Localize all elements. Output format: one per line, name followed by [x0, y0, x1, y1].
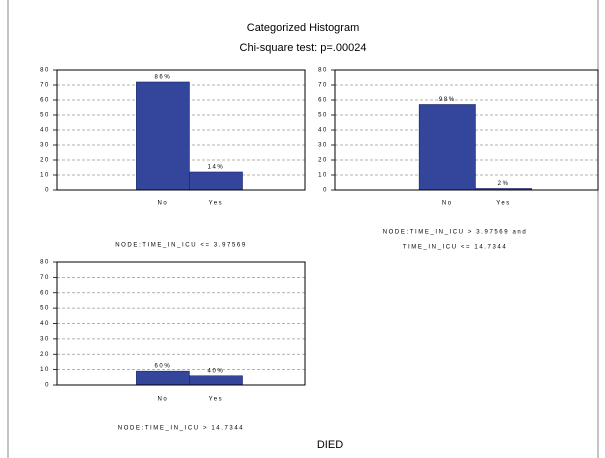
chart-subtitle: Chi-square test: p=.00024	[240, 42, 367, 54]
y-tick-label: 50	[40, 113, 50, 119]
value-label: 60%	[154, 364, 171, 370]
y-tick-label: 20	[318, 158, 328, 164]
panel-title: NODE:TIME_IN_ICU > 14.7344	[118, 426, 244, 432]
plot-frame	[56, 261, 306, 386]
x-tick-label: Yes	[209, 397, 224, 403]
y-tick-label: 10	[318, 173, 328, 179]
y-tick-label: 60	[40, 98, 50, 104]
y-tick-label: 40	[40, 321, 50, 327]
y-tick-label: 30	[40, 143, 50, 149]
plot-frame	[334, 69, 599, 191]
panel-title: NODE:TIME_IN_ICU <= 3.97569	[115, 243, 247, 249]
y-tick-label: 0	[323, 188, 328, 194]
x-axis-label: DIED	[317, 439, 343, 451]
y-tick-label: 50	[40, 306, 50, 312]
x-tick-label: Yes	[209, 201, 224, 207]
y-tick-label: 10	[40, 173, 50, 179]
y-tick-label: 0	[45, 383, 50, 389]
value-label: 40%	[208, 368, 225, 374]
y-tick-label: 70	[40, 275, 50, 281]
panel-title: NODE:TIME_IN_ICU > 3.97569 and	[383, 230, 528, 236]
y-tick-label: 80	[40, 68, 50, 74]
y-tick-label: 40	[40, 128, 50, 134]
value-label: 14%	[208, 165, 225, 171]
y-tick-label: 80	[40, 260, 50, 266]
y-tick-label: 20	[40, 352, 50, 358]
panel-title: TIME_IN_ICU <= 14.7344	[403, 245, 508, 251]
value-label: 98%	[439, 97, 456, 103]
plot-frame	[56, 69, 306, 191]
bar	[136, 81, 190, 191]
y-tick-label: 60	[318, 98, 328, 104]
chart-title: Categorized Histogram	[247, 22, 360, 34]
value-label: 86%	[154, 75, 171, 81]
y-tick-label: 30	[40, 336, 50, 342]
x-tick-label: No	[157, 397, 168, 403]
x-tick-label: No	[442, 201, 453, 207]
y-tick-label: 20	[40, 158, 50, 164]
value-label: 2%	[498, 181, 510, 187]
x-tick-label: Yes	[496, 201, 511, 207]
y-tick-label: 80	[318, 68, 328, 74]
y-tick-label: 40	[318, 128, 328, 134]
y-tick-label: 10	[40, 367, 50, 373]
bar	[418, 104, 476, 191]
y-tick-label: 30	[318, 143, 328, 149]
y-tick-label: 0	[45, 188, 50, 194]
y-tick-label: 60	[40, 290, 50, 296]
bar	[136, 370, 190, 386]
x-tick-label: No	[157, 201, 168, 207]
y-tick-label: 50	[318, 113, 328, 119]
y-tick-label: 70	[318, 83, 328, 89]
bar	[189, 375, 243, 386]
bar	[189, 171, 243, 191]
y-tick-label: 70	[40, 83, 50, 89]
